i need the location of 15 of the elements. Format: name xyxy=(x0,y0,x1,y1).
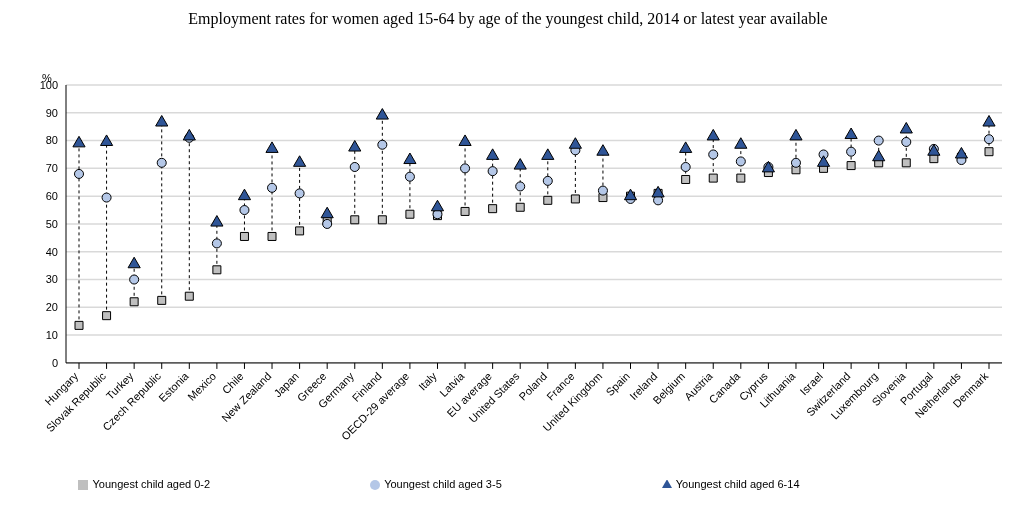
y-tick-label: 30 xyxy=(45,273,58,286)
y-tick-label: 80 xyxy=(45,134,58,147)
legend-label: Youngest child aged 6-14 xyxy=(675,477,800,490)
x-tick-label: Italy xyxy=(416,369,440,393)
chart-title: Employment rates for women aged 15-64 by age of the youngest child, 2014 or latest year available xyxy=(187,10,829,30)
legend-label: Youngest child aged 0-2 xyxy=(92,477,211,490)
y-tick-label: 40 xyxy=(45,245,58,258)
y-tick-label: 10 xyxy=(45,329,58,342)
y-tick-label: 60 xyxy=(45,190,58,203)
y-tick-label: 90 xyxy=(45,106,58,119)
y-tick-label: 20 xyxy=(45,301,58,314)
y-tick-label: 50 xyxy=(45,217,58,230)
y-tick-label: 70 xyxy=(45,162,58,175)
y-tick-label: 0 xyxy=(51,356,58,369)
legend-label: Youngest child aged 3-5 xyxy=(384,477,502,490)
